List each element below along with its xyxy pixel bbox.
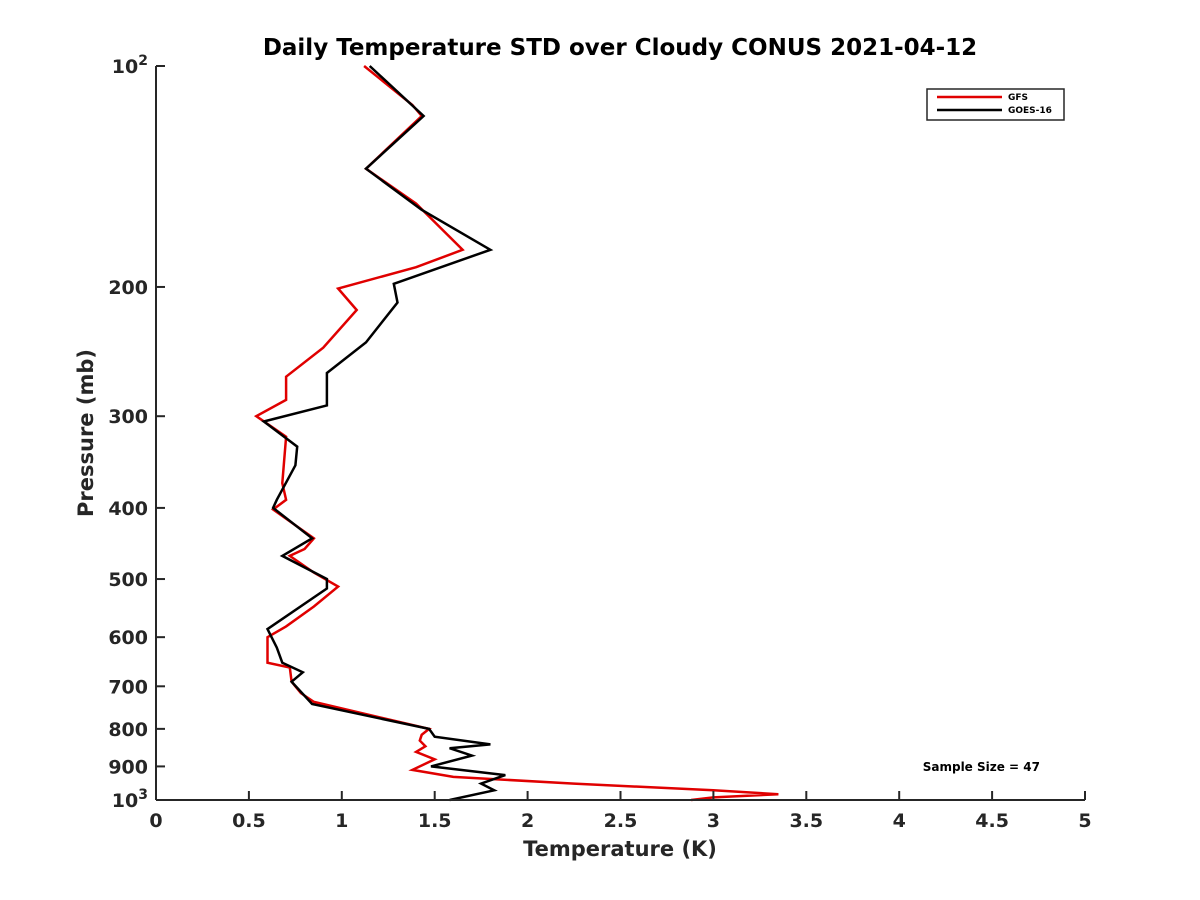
- legend-label-gfs: GFS: [1008, 93, 1028, 103]
- x-tick-label: 3.5: [789, 810, 823, 832]
- x-tick-label: 3: [707, 810, 720, 832]
- y-tick-label: 500: [108, 569, 148, 591]
- y-tick-label: 900: [108, 756, 148, 778]
- y-tick-label: 600: [108, 627, 148, 649]
- x-tick-label: 4.5: [975, 810, 1009, 832]
- x-tick-label: 1.5: [418, 810, 452, 832]
- y-tick-label: 102: [112, 53, 148, 78]
- y-tick-label: 300: [108, 406, 148, 428]
- axes: 0 0.5 1 1.5 2 2.5 3 3.5 4 4.5 5 102 200 300 400 500 600 7…: [108, 53, 1091, 832]
- y-tick-label: 103: [112, 787, 148, 812]
- x-tick-label: 2: [521, 810, 534, 832]
- legend-label-goes16: GOES-16: [1008, 106, 1052, 116]
- y-axis-title: Pressure (mb): [74, 349, 98, 517]
- sample-size-annotation: Sample Size = 47: [923, 760, 1040, 774]
- series-line-gfs: [253, 65, 779, 802]
- y-tick-label: 400: [108, 498, 148, 520]
- legend: GFS GOES-16: [926, 88, 1065, 121]
- y-tick-label: 200: [108, 277, 148, 299]
- y-tick-label: 700: [108, 676, 148, 698]
- x-tick-label: 0.5: [232, 810, 266, 832]
- x-axis-title: Temperature (K): [523, 837, 717, 861]
- series-line-goes-16: [260, 65, 506, 802]
- x-tick-label: 5: [1078, 810, 1091, 832]
- series-layer: [253, 65, 779, 802]
- x-tick-label: 0: [149, 810, 162, 832]
- y-tick-label: 800: [108, 719, 148, 741]
- x-tick-label: 4: [893, 810, 906, 832]
- x-tick-label: 1: [335, 810, 348, 832]
- x-tick-label: 2.5: [604, 810, 638, 832]
- chart-title: Daily Temperature STD over Cloudy CONUS …: [263, 35, 977, 61]
- legend-box: [926, 88, 1065, 121]
